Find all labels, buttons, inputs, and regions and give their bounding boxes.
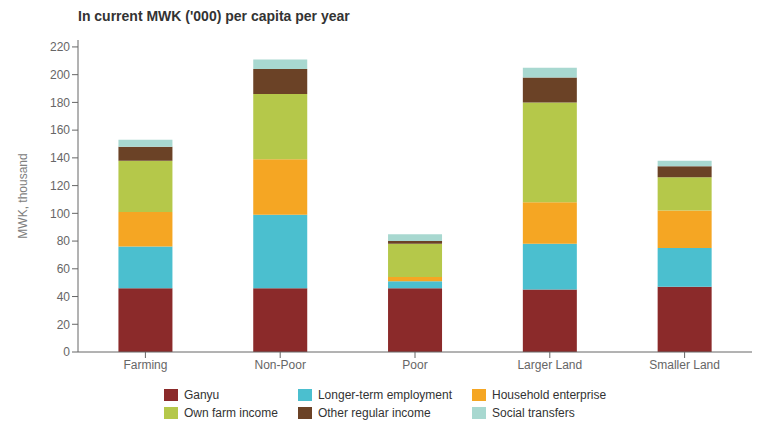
svg-text:220: 220 bbox=[50, 40, 70, 54]
svg-text:200: 200 bbox=[50, 68, 70, 82]
svg-text:Poor: Poor bbox=[402, 358, 427, 372]
svg-text:80: 80 bbox=[57, 234, 71, 248]
svg-text:Larger Land: Larger Land bbox=[517, 358, 582, 372]
svg-text:60: 60 bbox=[57, 262, 71, 276]
html-text:Other regular income: Other regular income bbox=[317, 406, 431, 420]
html-text:In current MWK ('000) per capi: In current MWK ('000) per capita per yea… bbox=[78, 8, 350, 24]
svg-text:Smaller Land: Smaller Land bbox=[649, 358, 720, 372]
html-text:Own farm income: Own farm income bbox=[183, 406, 278, 420]
html-text:Ganyu: Ganyu bbox=[183, 388, 220, 402]
svg-text:20: 20 bbox=[57, 318, 71, 332]
svg-text:Farming: Farming bbox=[123, 358, 167, 372]
svg-text:140: 140 bbox=[50, 151, 70, 165]
svg-text:100: 100 bbox=[50, 207, 70, 221]
svg-text:MWK, thousand: MWK, thousand bbox=[16, 153, 30, 238]
html-text:Social transfers: Social transfers bbox=[492, 406, 575, 420]
html-text:Household enterprise: Household enterprise bbox=[492, 388, 607, 402]
svg-text:Non-Poor: Non-Poor bbox=[255, 358, 306, 372]
html-text:Longer-term employment: Longer-term employment bbox=[317, 388, 452, 402]
svg-text:160: 160 bbox=[50, 123, 70, 137]
svg-text:180: 180 bbox=[50, 96, 70, 110]
svg-text:40: 40 bbox=[57, 290, 71, 304]
svg-text:0: 0 bbox=[63, 345, 70, 359]
svg-text:120: 120 bbox=[50, 179, 70, 193]
